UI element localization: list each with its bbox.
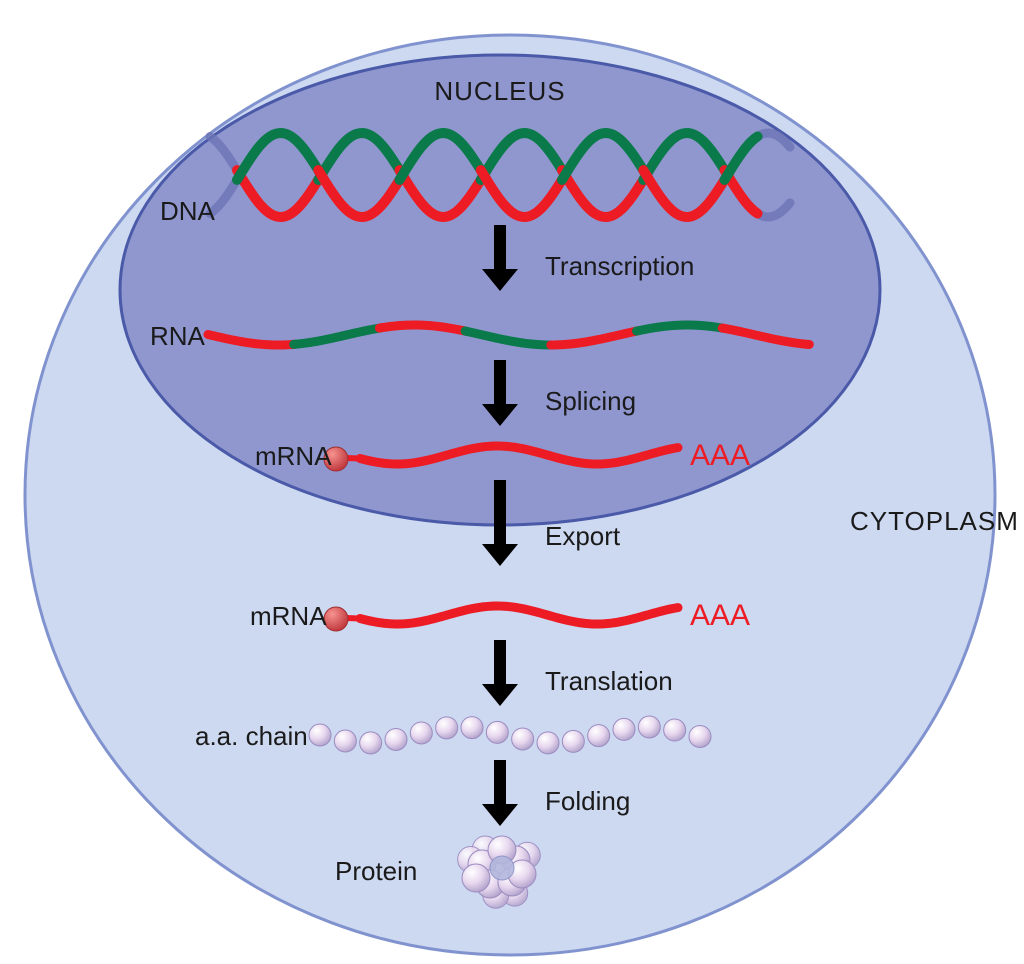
cytoplasm-label: CYTOPLASM: [850, 506, 1019, 536]
polya-2: AAA: [690, 599, 750, 632]
transcription-label: Transcription: [545, 251, 694, 281]
splicing-label: Splicing: [545, 386, 636, 416]
aa-chain-label: a.a. chain: [195, 721, 308, 751]
export-label: Export: [545, 521, 621, 551]
folding-label: Folding: [545, 786, 630, 816]
nucleus-label: NUCLEUS: [434, 76, 565, 106]
protein-label: Protein: [335, 856, 417, 886]
rna-label: RNA: [150, 321, 206, 351]
mrna2-label: mRNA: [250, 601, 327, 631]
dna-label: DNA: [160, 196, 216, 226]
polya-1: AAA: [690, 439, 750, 472]
translation-label: Translation: [545, 666, 673, 696]
mrna1-label: mRNA: [255, 441, 332, 471]
central-dogma-diagram: NUCLEUS CYTOPLASM DNA RNA mRNA mRNA a.a.…: [0, 0, 1024, 964]
